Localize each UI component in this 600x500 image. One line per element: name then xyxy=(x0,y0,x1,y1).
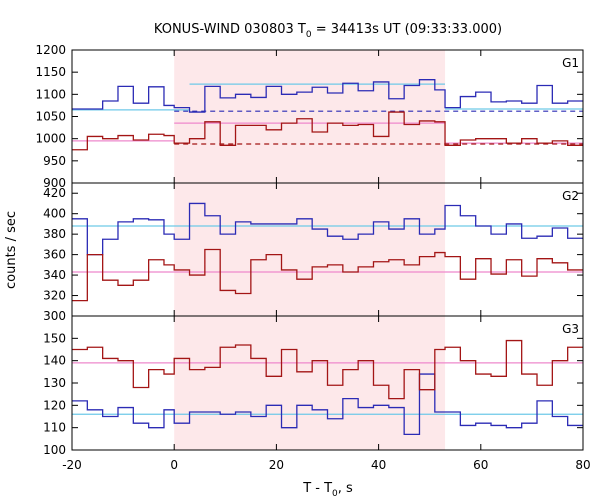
x-tick-label: 80 xyxy=(575,458,590,472)
series-red-steps xyxy=(72,248,583,302)
x-tick-label: 20 xyxy=(269,458,284,472)
chart-title: KONUS-WIND 030803 T0 = 34413s UT (09:33:… xyxy=(154,22,502,40)
panel-g3: 150 140 130 120 110 100 G3 xyxy=(43,315,584,457)
y-tick-label: 150 xyxy=(43,331,66,345)
y-tick-label: 110 xyxy=(43,421,66,435)
y-tick-label: 320 xyxy=(43,289,66,303)
series-blue-steps xyxy=(72,79,583,113)
y-tick-label: 950 xyxy=(43,154,66,168)
y-axis-label: counts / sec xyxy=(4,211,19,289)
shaded-interval xyxy=(174,50,446,183)
panel-g1: 1200 1150 1100 1050 1000 950 900 G1 xyxy=(35,43,584,190)
y-tick-label: 360 xyxy=(43,248,66,262)
y-tick-label: 380 xyxy=(43,227,66,241)
y-tick-label: 130 xyxy=(43,376,66,390)
y-tick-label: 1200 xyxy=(35,43,66,57)
y-tick-label: 420 xyxy=(43,186,66,200)
series-red-steps xyxy=(72,111,583,151)
y-tick-label: 900 xyxy=(43,176,66,190)
shaded-interval xyxy=(174,316,446,450)
x-tick-label: 40 xyxy=(371,458,386,472)
y-tick-label: 1050 xyxy=(35,110,66,124)
panel-label: G2 xyxy=(562,189,579,203)
series-red-steps xyxy=(72,339,583,400)
y-tick-label: 1150 xyxy=(35,65,66,79)
y-tick-label: 300 xyxy=(43,309,66,323)
y-tick-label: 400 xyxy=(43,207,66,221)
panel-label: G3 xyxy=(562,322,579,336)
y-tick-label: 140 xyxy=(43,354,66,368)
y-tick-label: 120 xyxy=(43,398,66,412)
x-tick-label: -20 xyxy=(62,458,82,472)
panel-label: G1 xyxy=(562,56,579,70)
panel-g2: 420 400 380 360 340 320 300 G2 xyxy=(43,182,584,323)
series-blue-steps xyxy=(72,373,583,436)
x-tick-label: 60 xyxy=(473,458,488,472)
y-tick-label: 100 xyxy=(43,443,66,457)
panels-group: 1200 1150 1100 1050 1000 950 900 G1 420 400 380 360… xyxy=(35,43,584,457)
y-tick-label: 1100 xyxy=(35,87,66,101)
x-tick-labels: -20 0 20 40 60 80 xyxy=(62,458,590,472)
series-blue-steps xyxy=(72,202,583,256)
x-tick-label: 0 xyxy=(170,458,178,472)
y-tick-label: 1000 xyxy=(35,132,66,146)
y-tick-label: 340 xyxy=(43,268,66,282)
x-axis-label: T - T0, s xyxy=(302,481,353,499)
